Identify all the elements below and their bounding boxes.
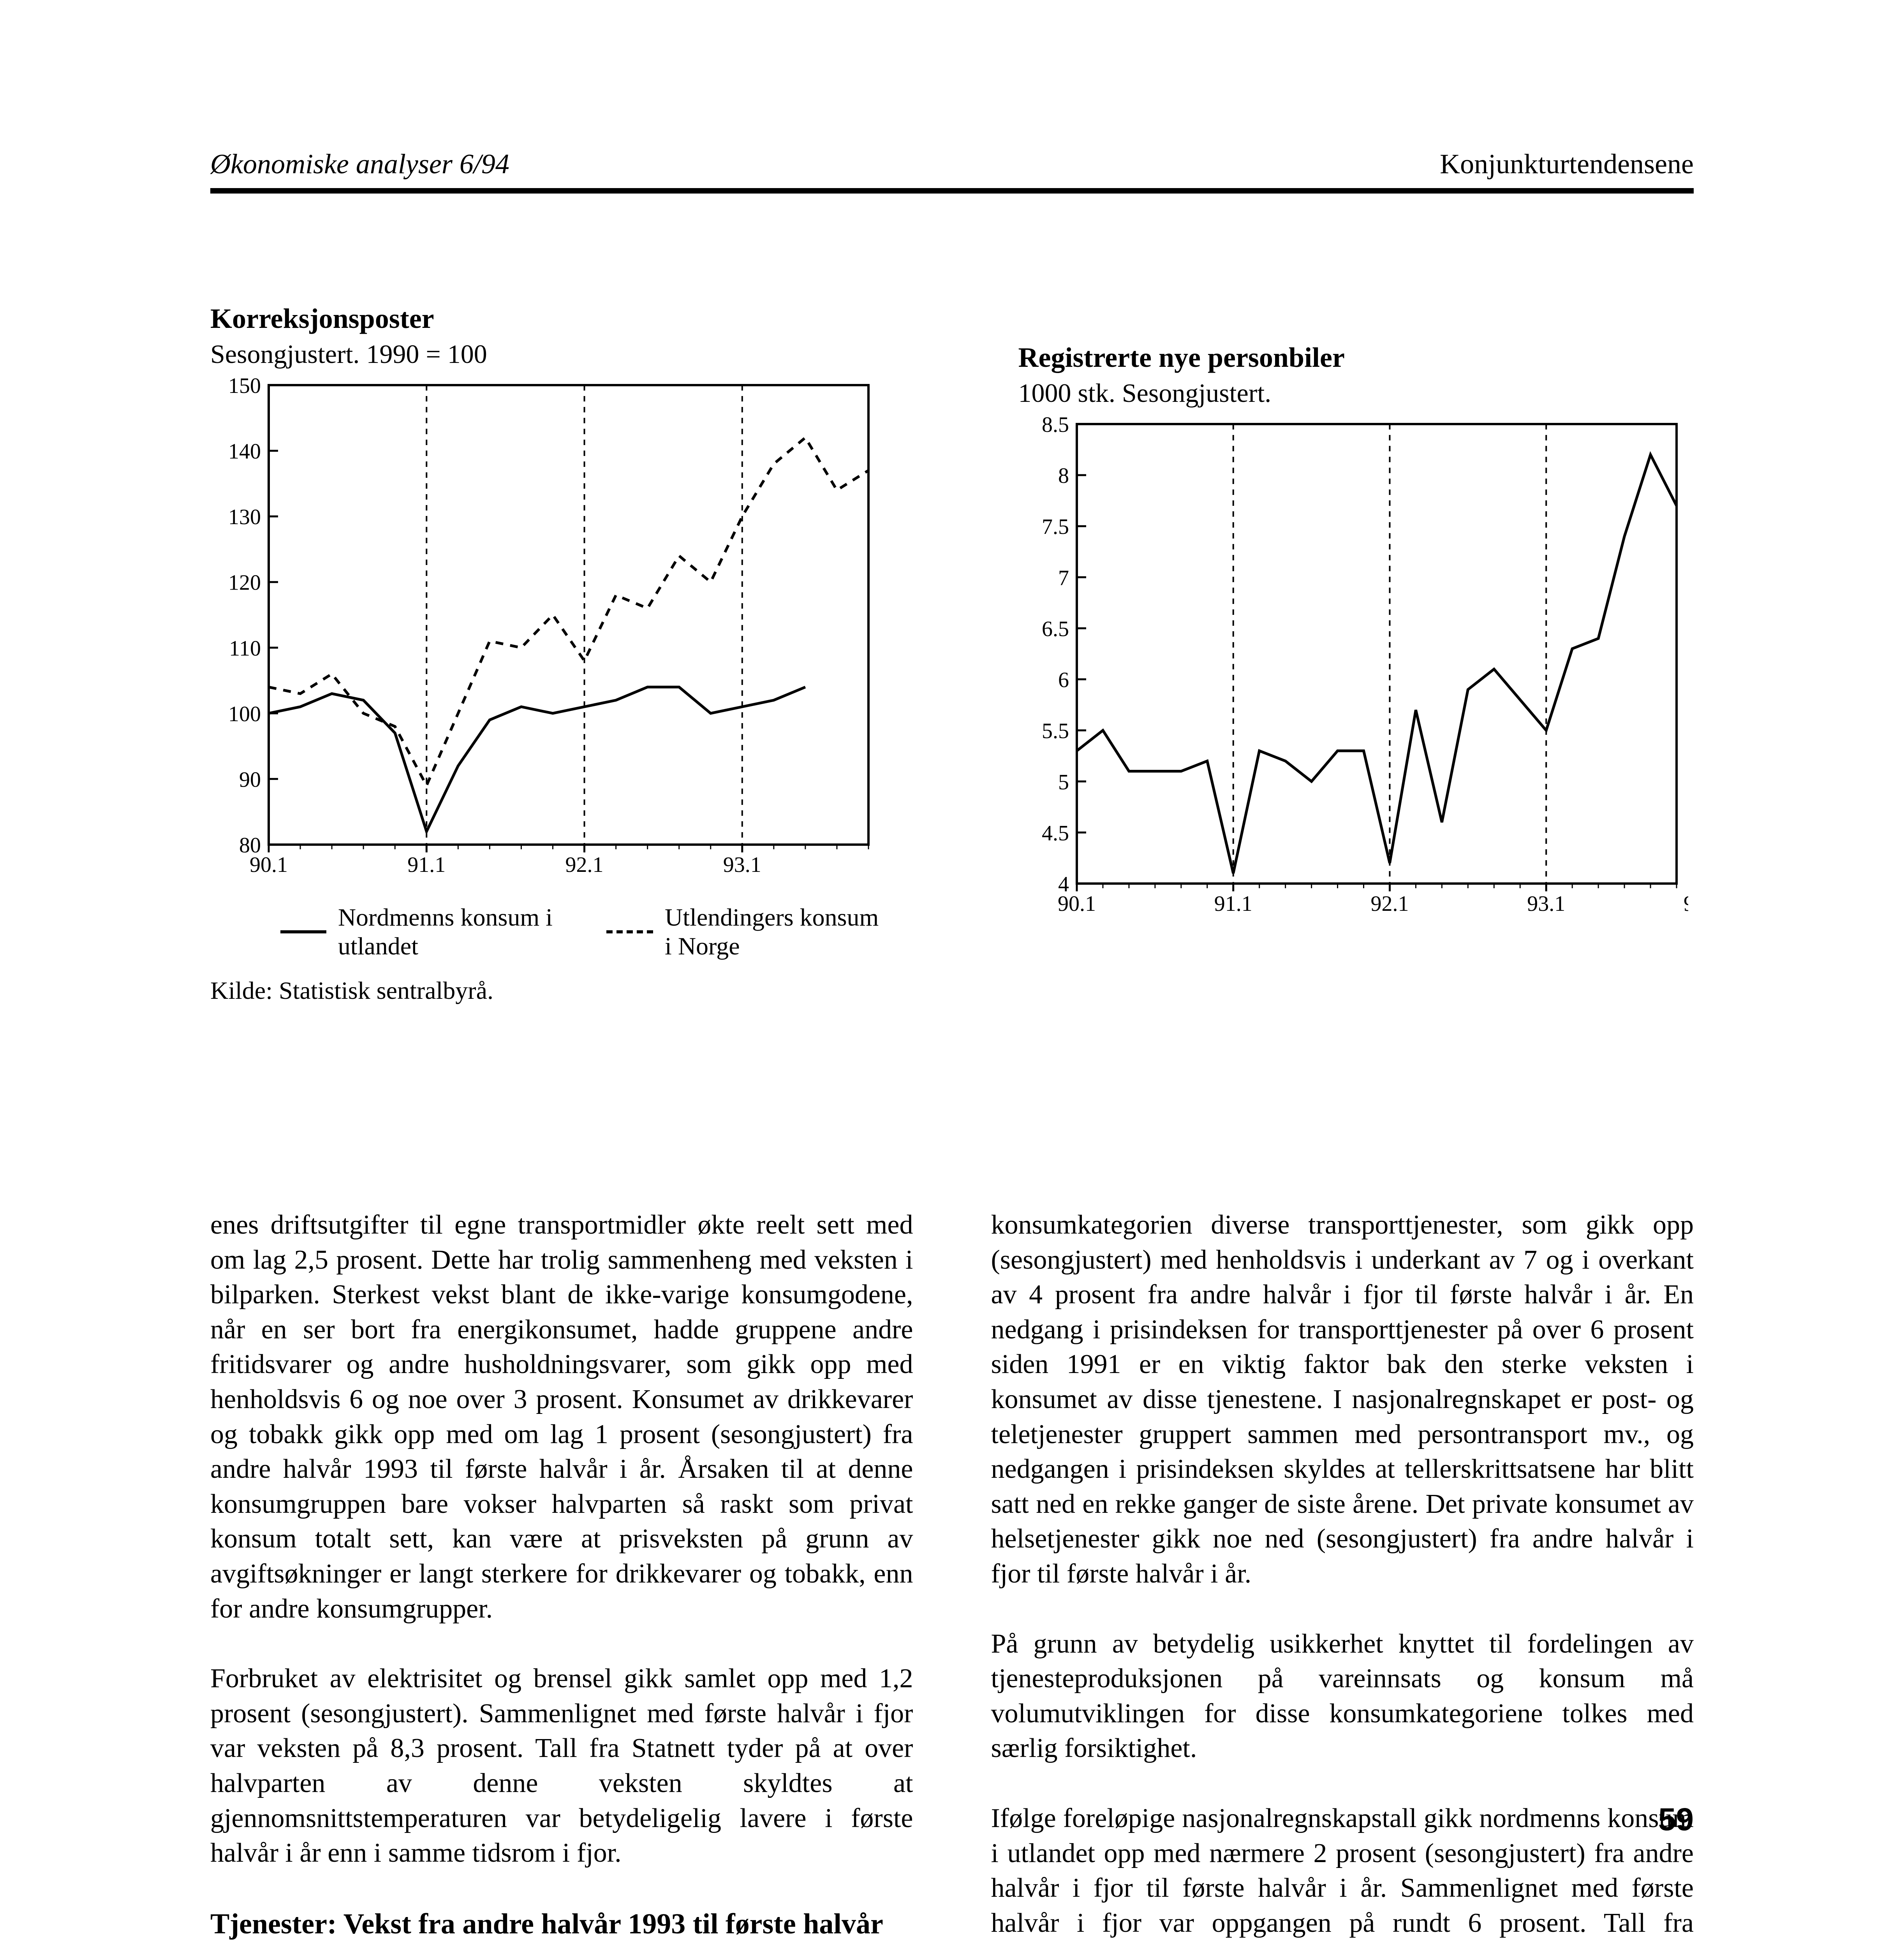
svg-text:6: 6 — [1058, 668, 1069, 692]
legend-dashed-label: Utlendingers konsum i Norge — [665, 903, 886, 961]
chart-personbiler: Registrerte nye personbiler 1000 stk. Se… — [1018, 303, 1694, 1005]
chart1-source: Kilde: Statistisk sentralbyrå. — [210, 976, 886, 1005]
svg-text:5.5: 5.5 — [1042, 719, 1069, 743]
legend-solid-label: Nordmenns konsum i utlandet — [338, 903, 560, 961]
svg-text:7: 7 — [1058, 566, 1069, 590]
svg-text:6.5: 6.5 — [1042, 617, 1069, 641]
para: konsumkategorien diverse transporttjenes… — [991, 1208, 1694, 1591]
svg-text:91.1: 91.1 — [1214, 892, 1252, 916]
chart1-legend: Nordmenns konsum i utlandet Utlendingers… — [210, 903, 886, 961]
right-column: konsumkategorien diverse transporttjenes… — [991, 1208, 1694, 1947]
svg-text:92.1: 92.1 — [565, 853, 604, 877]
para: Ifølge foreløpige nasjonalregnskapstall … — [991, 1801, 1694, 1947]
header-right: Konjunkturtendensene — [1440, 148, 1694, 180]
chart2-title: Registrerte nye personbiler — [1018, 342, 1694, 374]
header-left: Økonomiske analyser 6/94 — [210, 148, 509, 180]
left-column: enes driftsutgifter til egne transportmi… — [210, 1208, 913, 1947]
svg-text:100: 100 — [228, 702, 261, 726]
svg-text:140: 140 — [228, 440, 261, 464]
svg-text:130: 130 — [228, 505, 261, 529]
svg-text:120: 120 — [228, 571, 261, 595]
chart-korreksjonsposter: Korreksjonsposter Sesongjustert. 1990 = … — [210, 303, 886, 1005]
chart1-svg: 809010011012013014015090.191.192.193.194… — [210, 377, 880, 891]
subheading: Tjenester: Vekst fra andre halvår 1993 t… — [210, 1906, 913, 1947]
para: enes driftsutgifter til egne transportmi… — [210, 1208, 913, 1626]
svg-text:90.1: 90.1 — [250, 853, 288, 877]
svg-text:110: 110 — [229, 636, 261, 660]
svg-text:93.1: 93.1 — [1527, 892, 1565, 916]
legend-dashed: Utlendingers konsum i Norge — [606, 903, 886, 961]
chart2-subtitle: 1000 stk. Sesongjustert. — [1018, 378, 1694, 408]
legend-line-dashed-icon — [606, 930, 653, 933]
page-number: 59 — [1658, 1801, 1694, 1838]
svg-text:93.1: 93.1 — [723, 853, 761, 877]
legend-line-solid-icon — [280, 930, 326, 933]
page-header: Økonomiske analyser 6/94 Konjunkturtende… — [210, 148, 1694, 194]
legend-solid: Nordmenns konsum i utlandet — [280, 903, 560, 961]
svg-text:94.1: 94.1 — [1683, 892, 1688, 916]
para: På grunn av betydelig usikkerhet knyttet… — [991, 1627, 1694, 1766]
svg-text:150: 150 — [228, 377, 261, 398]
chart2-svg: 44.555.566.577.588.590.191.192.193.194.1 — [1018, 416, 1688, 930]
svg-text:91.1: 91.1 — [407, 853, 446, 877]
svg-text:8.5: 8.5 — [1042, 416, 1069, 437]
svg-text:5: 5 — [1058, 770, 1069, 794]
svg-text:7.5: 7.5 — [1042, 515, 1069, 539]
body-columns: enes driftsutgifter til egne transportmi… — [210, 1208, 1694, 1947]
svg-text:8: 8 — [1058, 464, 1069, 488]
chart1-subtitle: Sesongjustert. 1990 = 100 — [210, 339, 886, 370]
charts-row: Korreksjonsposter Sesongjustert. 1990 = … — [210, 303, 1694, 1005]
svg-text:90: 90 — [239, 768, 261, 792]
svg-text:4.5: 4.5 — [1042, 821, 1069, 845]
para: Forbruket av elektrisitet og brensel gik… — [210, 1661, 913, 1871]
svg-text:92.1: 92.1 — [1370, 892, 1409, 916]
chart1-title: Korreksjonsposter — [210, 303, 886, 335]
svg-text:90.1: 90.1 — [1058, 892, 1096, 916]
